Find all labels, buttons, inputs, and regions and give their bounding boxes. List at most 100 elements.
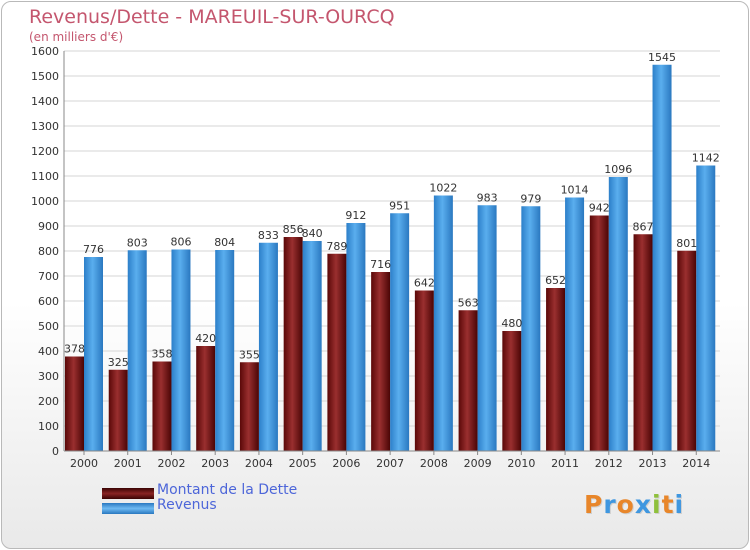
data-label: 563 xyxy=(458,296,479,309)
x-tick-label: 2012 xyxy=(595,457,623,470)
bar-revenus xyxy=(565,197,585,451)
x-tick-label: 2003 xyxy=(201,457,229,470)
y-tick-label: 800 xyxy=(38,245,59,258)
data-label: 856 xyxy=(283,223,304,236)
logo-letter: t xyxy=(661,490,675,519)
y-tick-label: 1300 xyxy=(31,120,59,133)
legend-swatch-revenus xyxy=(102,503,154,514)
bar-dette xyxy=(65,356,84,451)
bar-dette xyxy=(414,290,434,451)
y-tick-label: 700 xyxy=(38,270,59,283)
x-tick-label: 2010 xyxy=(507,457,535,470)
logo-letter: r xyxy=(603,490,617,519)
x-tick-label: 2014 xyxy=(682,457,710,470)
y-tick-label: 1400 xyxy=(31,95,59,108)
chart-subtitle: (en milliers d'€) xyxy=(29,30,124,44)
bar-revenus xyxy=(258,242,278,451)
x-tick-label: 2002 xyxy=(157,457,185,470)
x-tick-label: 2006 xyxy=(332,457,360,470)
data-label: 804 xyxy=(214,236,235,249)
data-label: 867 xyxy=(633,220,654,233)
data-label: 1014 xyxy=(561,184,589,197)
data-label: 378 xyxy=(64,343,85,356)
bar-dette xyxy=(196,346,216,451)
logo-letter: x xyxy=(634,490,652,519)
bar-revenus xyxy=(171,249,191,451)
bar-revenus xyxy=(521,206,541,451)
data-label: 1096 xyxy=(604,163,632,176)
x-tick-label: 2001 xyxy=(114,457,142,470)
bar-dette xyxy=(371,272,391,451)
bar-dette xyxy=(677,250,697,451)
logo-letter: i xyxy=(674,490,685,519)
bar-dette xyxy=(589,215,609,451)
bar-revenus xyxy=(302,241,322,451)
y-tick-label: 1500 xyxy=(31,70,59,83)
y-tick-label: 1200 xyxy=(31,145,59,158)
data-label: 1142 xyxy=(692,152,720,165)
y-tick-label: 300 xyxy=(38,370,59,383)
y-tick-label: 500 xyxy=(38,320,59,333)
y-tick-label: 0 xyxy=(52,445,59,458)
bar-dette xyxy=(152,361,172,451)
bar-dette xyxy=(108,369,128,451)
bar-revenus xyxy=(390,213,410,451)
x-tick-label: 2011 xyxy=(551,457,579,470)
data-label: 840 xyxy=(302,227,323,240)
bar-dette xyxy=(546,288,566,451)
x-tick-label: 2013 xyxy=(639,457,667,470)
x-tick-label: 2009 xyxy=(464,457,492,470)
y-tick-label: 100 xyxy=(38,420,59,433)
proxiti-logo: Proxiti xyxy=(584,490,684,519)
legend-swatch-dette xyxy=(102,488,154,499)
bar-revenus xyxy=(346,223,366,451)
bar-dette xyxy=(283,237,303,451)
x-tick-label: 2007 xyxy=(376,457,404,470)
y-tick-label: 400 xyxy=(38,345,59,358)
data-label: 420 xyxy=(195,332,216,345)
bar-revenus xyxy=(215,250,235,451)
data-label: 652 xyxy=(545,274,566,287)
data-label: 776 xyxy=(83,243,104,256)
y-tick-label: 600 xyxy=(38,295,59,308)
data-label: 642 xyxy=(414,277,435,290)
bar-revenus xyxy=(652,64,672,451)
x-tick-label: 2004 xyxy=(245,457,273,470)
bar-revenus xyxy=(84,257,103,451)
logo-letter: i xyxy=(652,490,662,519)
chart-title: Revenus/Dette - MAREUIL-SUR-OURCQ xyxy=(29,6,395,28)
y-tick-label: 900 xyxy=(38,220,59,233)
data-label: 325 xyxy=(108,356,129,369)
data-label: 358 xyxy=(151,348,172,361)
bar-revenus xyxy=(696,165,716,451)
logo-letter: P xyxy=(584,490,604,519)
data-label: 979 xyxy=(520,192,541,205)
data-label: 1545 xyxy=(648,51,676,64)
y-tick-label: 1000 xyxy=(31,195,59,208)
data-label: 951 xyxy=(389,199,410,212)
y-tick-label: 1100 xyxy=(31,170,59,183)
bar-dette xyxy=(458,310,478,451)
data-label: 789 xyxy=(326,240,347,253)
bar-dette xyxy=(502,331,522,451)
data-label: 912 xyxy=(345,209,366,222)
legend-label-revenus: Revenus xyxy=(157,497,217,513)
logo-letter: o xyxy=(616,490,635,519)
data-label: 1022 xyxy=(429,182,457,195)
data-label: 801 xyxy=(676,237,697,250)
x-tick-label: 2000 xyxy=(70,457,98,470)
bar-revenus xyxy=(433,195,453,451)
data-label: 833 xyxy=(258,229,279,242)
data-label: 983 xyxy=(477,191,498,204)
data-label: 803 xyxy=(127,236,148,249)
data-label: 355 xyxy=(239,348,260,361)
bar-revenus xyxy=(127,250,147,451)
x-tick-label: 2008 xyxy=(420,457,448,470)
legend-label-dette: Montant de la Dette xyxy=(157,482,298,498)
bar-revenus xyxy=(477,205,497,451)
bar-dette xyxy=(239,362,259,451)
data-label: 480 xyxy=(501,317,522,330)
bar-dette xyxy=(327,253,347,451)
